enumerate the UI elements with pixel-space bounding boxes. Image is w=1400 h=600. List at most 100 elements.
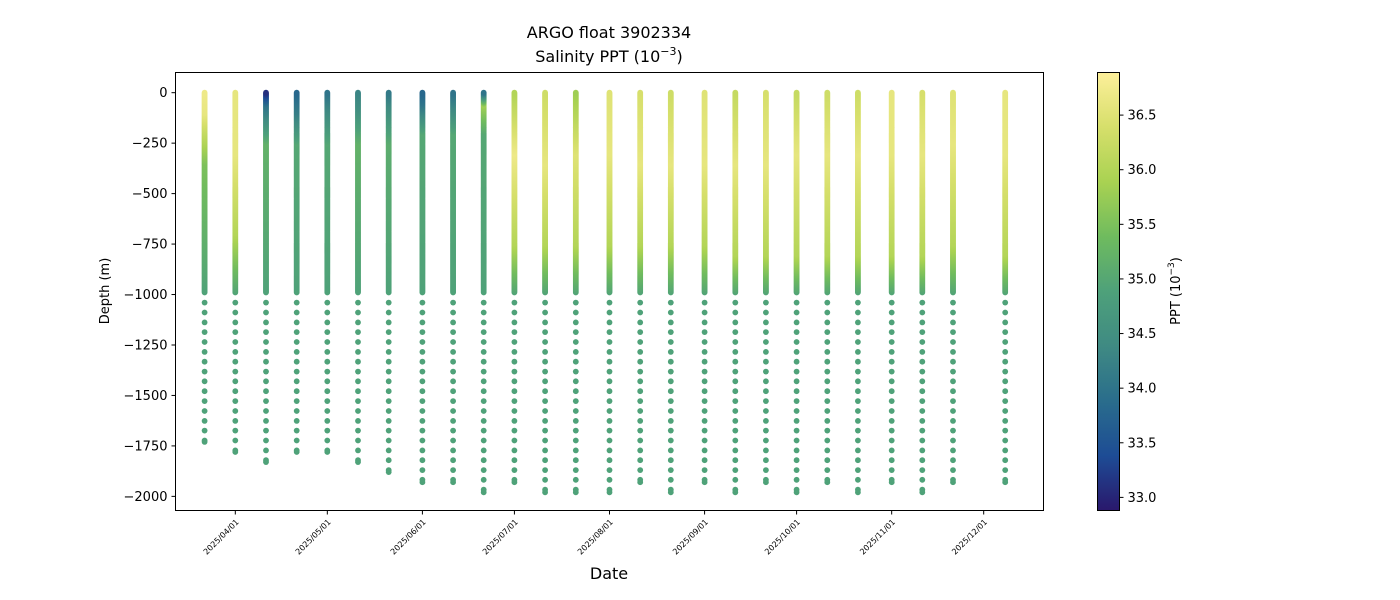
scatter-point [606,89,613,96]
scatter-point [637,378,644,385]
scatter-point [667,447,674,454]
scatter-point [419,89,426,96]
scatter-point [855,437,861,444]
scatter-point [572,486,579,493]
scatter-point [480,319,487,326]
scatter-point [572,89,579,96]
scatter-point [450,319,456,326]
scatter-point [701,388,708,395]
scatter-point [201,388,208,395]
scatter-point [572,358,579,365]
scatter-point [701,418,708,424]
scatter-point [201,89,208,96]
scatter-point [793,476,800,483]
scatter-point [480,408,487,414]
scatter-point [637,368,644,375]
scatter-point [511,447,518,454]
scatter-point [263,339,269,345]
scatter-point [385,447,392,454]
scatter-point [355,319,361,326]
scatter-point [511,408,518,414]
scatter-point [293,418,300,424]
scatter-point [480,388,487,395]
scatter-point [606,368,613,375]
scatter-point [855,398,861,404]
scatter-point [419,398,426,404]
scatter-point [793,427,800,434]
scatter-point [450,388,456,395]
scatter-point [263,447,269,454]
scatter-point [419,437,426,444]
scatter-point [511,398,518,404]
scatter-point [763,408,769,414]
scatter-point [419,427,426,434]
scatter-point [293,349,300,355]
scatter-point [385,457,392,464]
scatter-point [606,309,613,316]
scatter-point [855,329,861,335]
scatter-point [637,309,644,316]
scatter-point [855,408,861,414]
scatter-point [855,476,861,483]
scatter-point [667,388,674,395]
scatter-point [201,358,208,365]
scatter-point [888,427,895,434]
scatter-point [324,378,331,385]
scatter-point [637,447,644,454]
scatter-point [824,388,831,395]
scatter-point [793,349,800,355]
scatter-point [542,358,548,365]
scatter-point [824,467,831,473]
scatter-point [324,447,331,454]
scatter-point [511,89,518,96]
scatter-point [419,309,426,316]
scatter-point [793,467,800,473]
scatter-point [480,427,487,434]
scatter-point [450,476,456,483]
scatter-point [572,427,579,434]
scatter-point [385,329,392,335]
scatter-point [637,89,644,96]
scatter-point [855,309,861,316]
scatter-point [542,476,548,483]
scatter-point [232,319,239,326]
scatter-point [201,398,208,404]
scatter-point [732,467,739,473]
scatter-point [572,457,579,464]
scatter-point [667,398,674,404]
scatter-point [419,408,426,414]
scatter-point [385,89,392,96]
scatter-point [450,437,456,444]
scatter-point [701,408,708,414]
scatter-point [385,418,392,424]
scatter-point [888,319,895,326]
scatter-point [732,418,739,424]
scatter-point [572,299,579,306]
scatter-point [888,309,895,316]
scatter-point [637,388,644,395]
scatter-point [542,447,548,454]
scatter-point [637,358,644,365]
scatter-point [606,437,613,444]
scatter-point [701,89,708,96]
scatter-point [480,467,487,473]
scatter-point [763,467,769,473]
scatter-point [637,418,644,424]
scatter-point [763,358,769,365]
scatter-point [355,427,361,434]
scatter-point [355,398,361,404]
scatter-point [201,339,208,345]
scatter-point [732,329,739,335]
scatter-point [606,349,613,355]
scatter-point [542,378,548,385]
scatter-point [667,329,674,335]
scatter-point [855,349,861,355]
scatter-point [232,349,239,355]
scatter-point [824,358,831,365]
scatter-point [824,349,831,355]
scatter-point [855,378,861,385]
scatter-point [324,319,331,326]
scatter-point [888,467,895,473]
scatter-point [606,378,613,385]
scatter-point [701,339,708,345]
